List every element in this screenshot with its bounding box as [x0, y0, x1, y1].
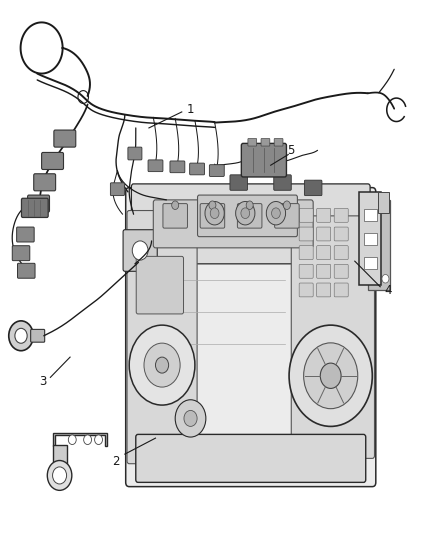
FancyBboxPatch shape: [334, 264, 348, 278]
Polygon shape: [53, 445, 67, 486]
Circle shape: [210, 208, 219, 219]
Circle shape: [47, 461, 72, 490]
FancyBboxPatch shape: [127, 211, 197, 464]
Circle shape: [15, 328, 27, 343]
Circle shape: [53, 467, 67, 484]
FancyBboxPatch shape: [299, 283, 313, 297]
FancyBboxPatch shape: [261, 139, 270, 146]
FancyBboxPatch shape: [136, 256, 184, 314]
FancyBboxPatch shape: [317, 208, 331, 222]
Circle shape: [246, 201, 253, 209]
FancyBboxPatch shape: [198, 195, 297, 237]
Circle shape: [84, 435, 92, 445]
Circle shape: [144, 343, 180, 387]
FancyBboxPatch shape: [299, 246, 313, 260]
Text: 2: 2: [112, 455, 120, 467]
Bar: [359, 192, 381, 285]
FancyBboxPatch shape: [31, 329, 45, 342]
Circle shape: [132, 241, 148, 260]
Bar: [378, 192, 389, 213]
FancyBboxPatch shape: [18, 263, 35, 278]
Circle shape: [320, 363, 341, 389]
FancyBboxPatch shape: [317, 227, 331, 241]
FancyBboxPatch shape: [170, 161, 185, 173]
Bar: [364, 257, 377, 269]
Text: 1: 1: [187, 103, 194, 116]
FancyBboxPatch shape: [131, 184, 370, 264]
FancyBboxPatch shape: [334, 246, 348, 260]
Bar: [364, 233, 377, 245]
FancyBboxPatch shape: [54, 130, 76, 147]
Circle shape: [382, 274, 389, 283]
FancyBboxPatch shape: [237, 204, 262, 228]
FancyBboxPatch shape: [274, 175, 291, 190]
FancyBboxPatch shape: [248, 139, 257, 146]
Circle shape: [272, 208, 280, 219]
FancyBboxPatch shape: [153, 200, 313, 248]
FancyBboxPatch shape: [190, 163, 205, 175]
Circle shape: [304, 343, 358, 409]
FancyBboxPatch shape: [34, 174, 56, 191]
FancyBboxPatch shape: [291, 216, 374, 458]
FancyBboxPatch shape: [317, 246, 331, 260]
FancyBboxPatch shape: [230, 175, 247, 190]
Circle shape: [184, 410, 197, 426]
FancyBboxPatch shape: [304, 180, 322, 196]
FancyBboxPatch shape: [123, 230, 157, 271]
FancyBboxPatch shape: [148, 160, 163, 172]
Circle shape: [236, 201, 255, 225]
Circle shape: [68, 435, 76, 445]
Circle shape: [129, 325, 195, 405]
FancyBboxPatch shape: [274, 139, 283, 146]
Text: 3: 3: [39, 375, 46, 387]
FancyBboxPatch shape: [42, 152, 64, 169]
Circle shape: [9, 321, 33, 351]
FancyBboxPatch shape: [28, 195, 49, 212]
Circle shape: [266, 201, 286, 225]
FancyBboxPatch shape: [334, 283, 348, 297]
Circle shape: [172, 201, 179, 209]
Circle shape: [175, 400, 206, 437]
FancyBboxPatch shape: [317, 264, 331, 278]
Circle shape: [205, 201, 224, 225]
Text: 4: 4: [384, 284, 392, 297]
FancyBboxPatch shape: [126, 188, 376, 487]
FancyBboxPatch shape: [12, 246, 30, 261]
FancyBboxPatch shape: [163, 204, 187, 228]
Circle shape: [289, 325, 372, 426]
FancyBboxPatch shape: [200, 204, 225, 228]
FancyBboxPatch shape: [21, 198, 48, 217]
FancyBboxPatch shape: [317, 283, 331, 297]
FancyBboxPatch shape: [128, 147, 142, 160]
Text: 5: 5: [288, 144, 295, 157]
Circle shape: [95, 435, 102, 445]
Circle shape: [283, 201, 290, 209]
FancyBboxPatch shape: [110, 183, 124, 196]
Circle shape: [241, 208, 250, 219]
FancyBboxPatch shape: [241, 143, 286, 177]
FancyBboxPatch shape: [209, 165, 224, 176]
FancyBboxPatch shape: [334, 227, 348, 241]
Circle shape: [155, 357, 169, 373]
FancyBboxPatch shape: [299, 227, 313, 241]
FancyBboxPatch shape: [334, 208, 348, 222]
Bar: [368, 200, 390, 290]
FancyBboxPatch shape: [275, 204, 299, 228]
FancyBboxPatch shape: [136, 434, 366, 482]
Polygon shape: [53, 433, 107, 446]
FancyBboxPatch shape: [299, 208, 313, 222]
Bar: [364, 209, 377, 221]
Circle shape: [209, 201, 216, 209]
FancyBboxPatch shape: [17, 227, 34, 242]
FancyBboxPatch shape: [299, 264, 313, 278]
